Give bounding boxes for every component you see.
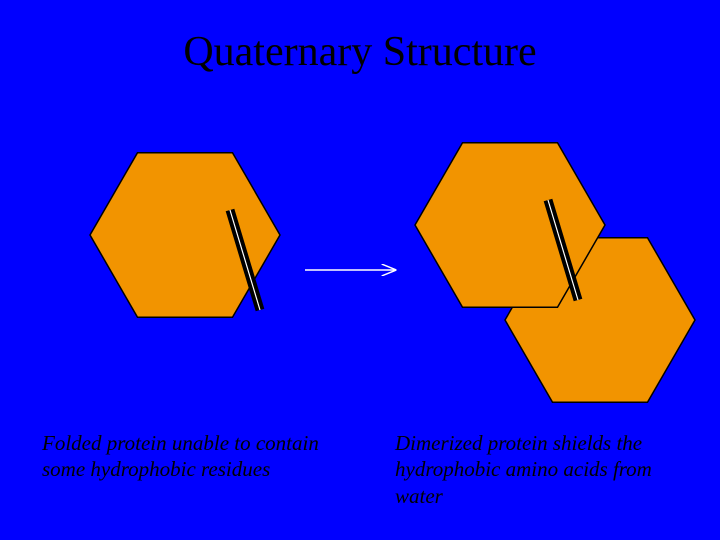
caption-monomer: Folded protein unable to contain some hy… xyxy=(42,430,322,483)
caption-dimer: Dimerized protein shields the hydrophobi… xyxy=(395,430,675,509)
